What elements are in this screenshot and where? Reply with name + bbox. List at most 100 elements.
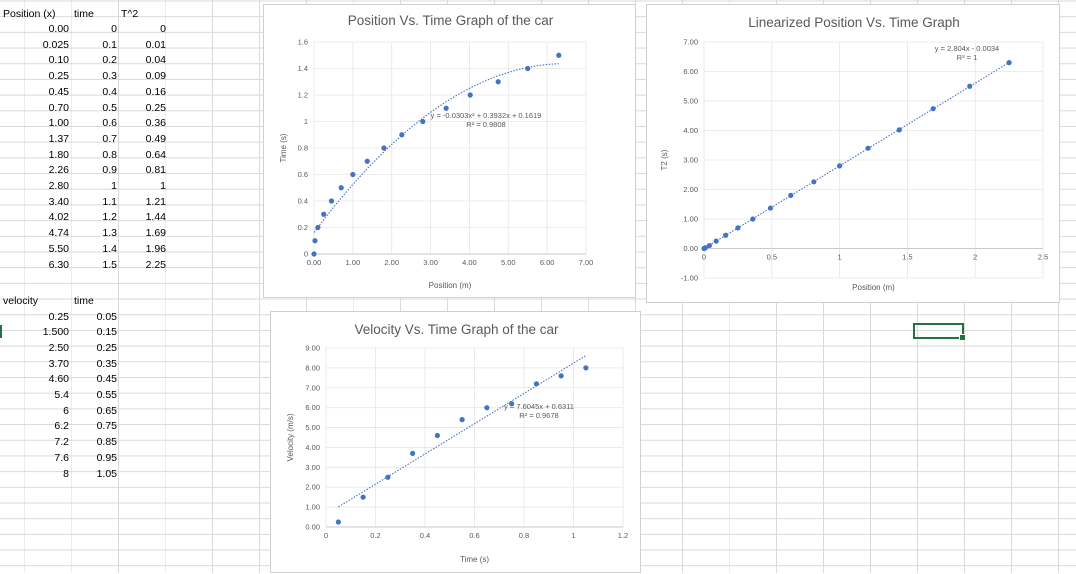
table-cell[interactable]: 0.04 bbox=[145, 54, 166, 67]
table-cell[interactable]: 0.10 bbox=[48, 54, 69, 67]
y-tick-label: 0.00 bbox=[683, 244, 698, 253]
table-cell[interactable]: 6.2 bbox=[54, 420, 69, 433]
x-tick-label: 0 bbox=[702, 253, 706, 262]
table-cell[interactable]: 1.96 bbox=[145, 242, 166, 255]
table-cell[interactable]: 1.5 bbox=[102, 258, 117, 271]
table-cell[interactable]: 1.2 bbox=[102, 211, 117, 224]
table-cell[interactable]: 0.45 bbox=[48, 85, 69, 98]
x-tick-label: 1.00 bbox=[346, 258, 361, 267]
table-cell[interactable]: 0.36 bbox=[145, 117, 166, 130]
x-tick-label: 0.6 bbox=[469, 531, 479, 540]
table-cell[interactable]: 7.6 bbox=[54, 451, 69, 464]
table-cell[interactable]: 0.81 bbox=[145, 164, 166, 177]
table-cell[interactable]: 0.25 bbox=[145, 101, 166, 114]
table-cell[interactable]: 0.70 bbox=[48, 101, 69, 114]
data-point bbox=[713, 238, 719, 244]
selected-cell[interactable] bbox=[913, 323, 966, 341]
table-cell[interactable]: 0.75 bbox=[96, 420, 117, 433]
table-cell[interactable]: 0.25 bbox=[96, 341, 117, 354]
y-axis-title: T2 (s) bbox=[660, 149, 669, 170]
table-cell[interactable]: 1.00 bbox=[48, 117, 69, 130]
y-tick-label: 3.00 bbox=[683, 156, 698, 165]
table-cell[interactable]: 1.44 bbox=[145, 211, 166, 224]
table-cell[interactable]: 0.09 bbox=[145, 70, 166, 83]
table-cell[interactable]: 2.25 bbox=[145, 258, 166, 271]
table-cell[interactable]: 0.64 bbox=[145, 148, 166, 161]
table-cell[interactable]: 1.69 bbox=[145, 227, 166, 240]
table-cell[interactable]: 1 bbox=[111, 180, 117, 192]
table-cell[interactable]: 0.25 bbox=[48, 310, 69, 323]
table-cell[interactable]: 0.45 bbox=[96, 373, 117, 386]
table-cell[interactable]: 0.5 bbox=[102, 101, 117, 114]
data-point bbox=[312, 238, 318, 244]
table-cell[interactable]: 1.4 bbox=[102, 242, 117, 255]
data-point bbox=[583, 365, 589, 371]
data-point bbox=[930, 106, 936, 112]
header-velocity[interactable]: velocity bbox=[3, 295, 39, 307]
y-tick-label: 2.00 bbox=[683, 185, 698, 194]
data-point bbox=[558, 373, 564, 379]
table-cell[interactable]: 5.4 bbox=[54, 389, 69, 401]
table-cell[interactable]: 0.49 bbox=[145, 132, 166, 145]
header-position[interactable]: Position (x) bbox=[3, 8, 56, 20]
table-cell[interactable]: 0.55 bbox=[96, 389, 117, 401]
position-time-chart[interactable]: Position Vs. Time Graph of the car 0 0.2 0.… bbox=[263, 4, 636, 298]
table-cell[interactable]: 0.7 bbox=[102, 132, 117, 145]
header-time-2[interactable]: time bbox=[74, 295, 94, 307]
table-cell[interactable]: 4.60 bbox=[48, 373, 69, 386]
table-cell[interactable]: 1.500 bbox=[42, 326, 69, 339]
velocity-time-chart[interactable]: Velocity Vs. Time Graph of the car 0.00 1.… bbox=[270, 311, 641, 573]
table-cell[interactable]: 0 bbox=[160, 23, 166, 35]
table-cell[interactable]: 0.25 bbox=[48, 70, 69, 83]
table-cell[interactable]: 1 bbox=[160, 180, 166, 192]
table-cell[interactable]: 0.85 bbox=[96, 436, 117, 449]
y-tick-label: 0.6 bbox=[298, 170, 308, 179]
table-cell[interactable]: 1.21 bbox=[145, 195, 166, 208]
table-cell[interactable]: 0.1 bbox=[102, 38, 117, 51]
y-tick-label: 6.00 bbox=[305, 403, 320, 412]
header-time[interactable]: time bbox=[74, 8, 94, 20]
table-cell[interactable]: 3.40 bbox=[48, 195, 69, 208]
table-cell[interactable]: 0.05 bbox=[96, 310, 117, 323]
table-cell[interactable]: 1.37 bbox=[48, 132, 69, 145]
table-cell[interactable]: 0 bbox=[111, 23, 117, 35]
data-point bbox=[328, 198, 335, 204]
table-cell[interactable]: 0.16 bbox=[145, 85, 166, 98]
table-cell[interactable]: 6.30 bbox=[48, 258, 69, 271]
table-cell[interactable]: 0.01 bbox=[145, 38, 166, 51]
data-point bbox=[467, 92, 473, 98]
table-cell[interactable]: 0.15 bbox=[96, 326, 117, 339]
table-cell[interactable]: 0.2 bbox=[102, 54, 117, 67]
table-cell[interactable]: 4.74 bbox=[48, 227, 69, 240]
table-cell[interactable]: 0.025 bbox=[42, 38, 69, 51]
table-cell[interactable]: 1.80 bbox=[48, 148, 69, 161]
table-cell[interactable]: 0.65 bbox=[96, 404, 117, 417]
table-cell[interactable]: 3.70 bbox=[48, 357, 69, 370]
table-cell[interactable]: 1.3 bbox=[102, 227, 117, 240]
x-tick-label: 3.00 bbox=[423, 258, 438, 267]
table-cell[interactable]: 0.4 bbox=[102, 85, 117, 98]
table-cell[interactable]: 5.50 bbox=[48, 242, 69, 255]
table-cell[interactable]: 0.95 bbox=[96, 451, 117, 464]
table-cell[interactable]: 6 bbox=[63, 404, 69, 417]
table-cell[interactable]: 2.26 bbox=[48, 164, 69, 177]
table-cell[interactable]: 2.80 bbox=[48, 180, 69, 192]
table-cell[interactable]: 4.02 bbox=[48, 211, 69, 224]
table-cell[interactable]: 8 bbox=[63, 467, 69, 480]
fill-handle[interactable] bbox=[959, 334, 966, 341]
linearized-chart[interactable]: Linearized Position Vs. Time Graph -1.00 0… bbox=[646, 4, 1060, 303]
table-cell[interactable]: 0.8 bbox=[102, 148, 117, 161]
table-cell[interactable]: 0.35 bbox=[96, 357, 117, 370]
table-cell[interactable]: 0.9 bbox=[102, 164, 117, 177]
table-cell[interactable]: 2.50 bbox=[48, 341, 69, 354]
data-point bbox=[811, 179, 817, 185]
table-cell[interactable]: 1.1 bbox=[102, 195, 117, 208]
table-cell[interactable]: 0.3 bbox=[102, 70, 117, 83]
velocity-time-chart-svg: Velocity Vs. Time Graph of the car 0.00 1.… bbox=[286, 322, 628, 564]
table-cell[interactable]: 0.00 bbox=[48, 23, 69, 35]
table-cell[interactable]: 1.05 bbox=[96, 467, 117, 480]
table-cell[interactable]: 7.2 bbox=[54, 436, 69, 449]
trendline-equation: y = 7.6045x + 0.6311 bbox=[504, 402, 574, 411]
header-t-squared[interactable]: T^2 bbox=[121, 8, 139, 20]
table-cell[interactable]: 0.6 bbox=[102, 117, 117, 130]
